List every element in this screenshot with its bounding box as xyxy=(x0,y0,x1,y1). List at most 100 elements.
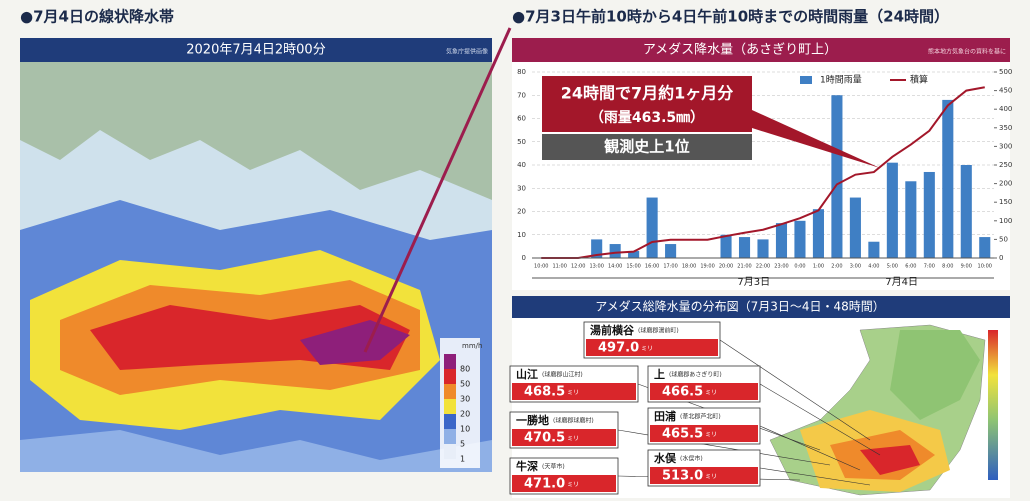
y-tick-label: 30 xyxy=(517,184,526,192)
bar xyxy=(923,171,935,258)
x-tick-label: 13:00 xyxy=(589,264,603,270)
bar xyxy=(960,165,972,258)
banner xyxy=(20,38,492,62)
x-tick-label: 12:00 xyxy=(571,264,585,270)
y-tick-label: 60 xyxy=(517,115,526,123)
bar xyxy=(609,244,621,258)
annotation: 24時間で7月約1ヶ月分 xyxy=(561,84,734,103)
legend-label: 20 xyxy=(460,410,470,419)
callout-pointer xyxy=(752,110,880,168)
y-tick-label: 70 xyxy=(517,91,526,99)
station-unit: ミリ xyxy=(705,474,717,481)
x-tick-label: 20:00 xyxy=(719,264,733,270)
x-tick-label: 22:00 xyxy=(756,264,770,270)
y2-tick-label: 100 xyxy=(999,217,1012,225)
x-tick-label: 10:00 xyxy=(534,264,548,270)
station-name: 水俣 xyxy=(654,451,677,465)
callout-box xyxy=(542,134,752,160)
legend-label: 30 xyxy=(460,395,470,404)
station-unit: ミリ xyxy=(641,346,653,353)
x-tick-label: 0:00 xyxy=(794,264,805,270)
connector xyxy=(363,27,512,353)
legend-swatch xyxy=(444,399,456,414)
bar xyxy=(720,234,732,258)
station-place: (球磨郡あさぎり町) xyxy=(669,371,722,379)
credit: 気象庁提供画像 xyxy=(446,48,488,56)
bar xyxy=(831,95,843,258)
x-tick-label: 23:00 xyxy=(774,264,788,270)
station-value: 465.5 xyxy=(662,427,703,442)
x-tick-label: 9:00 xyxy=(961,264,972,270)
y2-tick-label: 450 xyxy=(999,87,1012,95)
y2-tick-label: 150 xyxy=(999,198,1012,206)
bar xyxy=(794,220,806,258)
station-place: (球磨郡球磨村) xyxy=(553,417,594,425)
station-unit: ミリ xyxy=(705,390,717,397)
legend-unit: mm/h xyxy=(462,342,482,350)
x-tick-label: 4:00 xyxy=(868,264,879,270)
station-unit: ミリ xyxy=(567,482,579,489)
y-tick-label: 10 xyxy=(517,231,526,239)
bar xyxy=(905,181,917,258)
x-tick-label: 11:00 xyxy=(553,264,567,270)
station-name: 山江 xyxy=(516,367,538,381)
callout-box xyxy=(542,76,752,132)
date-label: 7月4日 xyxy=(885,276,918,288)
x-tick-label: 19:00 xyxy=(700,264,714,270)
station-value: 466.5 xyxy=(662,385,703,400)
station-name: 一勝地 xyxy=(516,413,549,427)
legend-label: 1 xyxy=(460,455,465,464)
y-tick-label: 80 xyxy=(517,68,526,76)
bar xyxy=(628,251,640,258)
station-place: (天草市) xyxy=(542,463,565,471)
y2-tick-label: 350 xyxy=(999,124,1012,132)
y2-tick-label: 0 xyxy=(999,254,1003,262)
bar xyxy=(775,223,788,258)
y2-tick-label: 200 xyxy=(999,180,1012,188)
station-value: 497.0 xyxy=(598,341,639,356)
legend-swatch xyxy=(800,76,812,84)
station-name: 牛深 xyxy=(516,459,538,473)
station-name: 上 xyxy=(654,367,665,381)
station-place: (球磨郡湯前町) xyxy=(638,327,679,335)
station-value: 468.5 xyxy=(524,385,565,400)
station-value-bg xyxy=(586,339,718,356)
leader-line xyxy=(759,425,861,471)
legend-label: 50 xyxy=(460,380,470,389)
chart: 0 10 20 30 40 50 60 70 80 0 50 100 150 200 250 300 350 40… xyxy=(517,68,1012,288)
left-heading: ●7月4日の線状降水帯 xyxy=(20,8,174,26)
x-tick-label: 8:00 xyxy=(942,264,953,270)
station-value: 513.0 xyxy=(662,469,703,484)
bar xyxy=(646,197,658,258)
station-value-bg xyxy=(650,467,758,484)
distribution-title: アメダス総降水量の分布図（7月3日～4日・48時間） xyxy=(595,299,885,314)
station-value-bg xyxy=(650,383,758,400)
bar xyxy=(849,197,861,258)
legend-swatch xyxy=(444,384,456,399)
radar-map xyxy=(20,62,492,472)
x-tick-label: 18:00 xyxy=(682,264,696,270)
legend-label: 1時間雨量 xyxy=(820,75,862,86)
leader-line xyxy=(759,383,881,456)
bar xyxy=(738,237,751,258)
x-tick-label: 7:00 xyxy=(924,264,935,270)
station-name: 田浦 xyxy=(654,409,676,423)
legend-swatch xyxy=(444,414,456,429)
date-label: 7月3日 xyxy=(737,276,770,288)
radar-legend: mm/h 80 50 30 20 10 5 1 xyxy=(440,338,482,468)
x-tick-label: 5:00 xyxy=(887,264,898,270)
station-name: 湯前横谷 xyxy=(590,323,635,337)
bar xyxy=(812,209,824,258)
x-tick-label: 10:00 xyxy=(978,264,992,270)
y2-tick-label: 50 xyxy=(999,235,1008,243)
y-tick-label: 0 xyxy=(522,254,526,262)
bar xyxy=(757,239,769,258)
legend-swatch xyxy=(444,444,456,459)
legend-swatch xyxy=(444,369,456,384)
y2-tick-label: 500 xyxy=(999,68,1012,76)
leader-line xyxy=(719,339,871,441)
station-value-bg xyxy=(512,383,636,400)
legend-swatch xyxy=(444,354,456,369)
legend-label: 10 xyxy=(460,425,470,434)
